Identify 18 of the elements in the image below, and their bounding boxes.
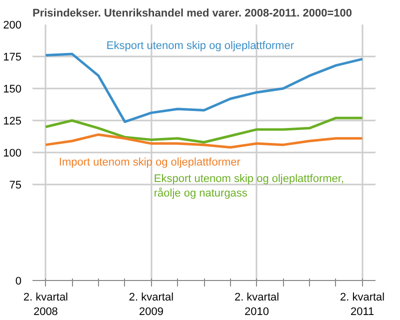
y-tick-label: 175 xyxy=(3,52,22,64)
y-tick-label: 75 xyxy=(9,180,22,192)
x-tick-label: 2. kvartal 2009 xyxy=(128,292,174,318)
y-tick-label: 200 xyxy=(3,20,22,32)
text: Eksport utenom skip og oljeplattformer xyxy=(106,40,294,52)
y-tick-label: 0 xyxy=(15,276,22,288)
chart-title: Prisindekser. Utenrikshandel med varer. 2008-2011. 2000=100 xyxy=(32,8,352,20)
text: Eksport utenom skip og oljeplattformer, råolje og naturgass xyxy=(154,172,344,200)
x-tick-label: 2. kvartal 2010 xyxy=(234,292,280,318)
y-tick-label: 100 xyxy=(3,148,22,160)
y-tick-label: 150 xyxy=(3,84,22,96)
x-tick-label: 2. kvartal 2011 xyxy=(340,292,385,318)
line-series xyxy=(44,133,364,149)
y-tick-label: 125 xyxy=(3,116,22,128)
x-tick-label: 2. kvartal 2008 xyxy=(23,292,68,318)
line-series xyxy=(44,116,364,144)
series-label: Import utenom skip og oljeplattformer xyxy=(58,156,241,168)
line-series xyxy=(44,52,364,124)
